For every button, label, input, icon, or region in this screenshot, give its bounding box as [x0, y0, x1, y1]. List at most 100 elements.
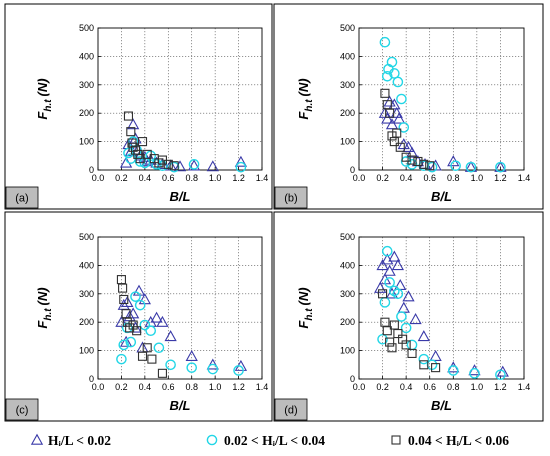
marker-triangle — [156, 315, 169, 327]
y-tick-label: 300 — [79, 80, 94, 90]
panel-label-box — [274, 398, 308, 421]
x-tick-label: 0.4 — [139, 382, 152, 392]
marker-square — [395, 142, 405, 152]
marker-triangle — [417, 330, 430, 342]
x-tick-label: 1.4 — [256, 173, 269, 183]
marker-triangle — [402, 140, 415, 152]
x-tick-label: 0.0 — [353, 382, 366, 392]
marker-circle — [381, 245, 393, 257]
y-tick-label: 200 — [340, 108, 355, 118]
marker-circle — [168, 161, 180, 173]
marker-square — [392, 128, 402, 138]
marker-circle — [377, 333, 388, 345]
marker-circle — [396, 93, 407, 105]
x-tick-label: 1.4 — [256, 382, 269, 392]
marker-triangle — [385, 118, 399, 130]
y-tick-label: 0 — [89, 165, 94, 175]
series-circ — [377, 245, 506, 381]
y-tick-label: 100 — [340, 346, 355, 356]
chart-panel-1: 0.0 0.2 0.4 0.6 0.8 1.0 1.2 1.4 0 100 200 300 400 500… — [273, 3, 544, 210]
marker-circle — [145, 325, 157, 337]
panel-label: (b) — [284, 193, 297, 205]
marker-circle — [495, 161, 506, 173]
marker-circle — [406, 159, 418, 170]
marker-square — [419, 360, 429, 370]
x-tick-label: 1.2 — [494, 382, 507, 392]
x-axis-title: B/L — [170, 189, 191, 204]
series-sq — [116, 275, 167, 378]
panel-frame — [4, 3, 273, 210]
marker-circle — [186, 362, 198, 373]
y-tick-label: 500 — [340, 23, 355, 33]
y-tick-label: 500 — [79, 232, 94, 242]
legend-item-tri: Hᵢ/L < 0.02 — [30, 433, 111, 448]
panel-label: (c) — [16, 405, 29, 417]
y-tick-label: 300 — [340, 80, 355, 90]
marker-circle — [447, 365, 459, 376]
y-tick-label: 0 — [350, 374, 355, 384]
marker-circle — [233, 365, 244, 376]
marker-square — [401, 340, 411, 350]
marker-circle — [381, 70, 393, 82]
x-tick-label: 1.2 — [232, 173, 245, 183]
x-tick-label: 0.8 — [185, 382, 198, 392]
marker-circle — [406, 339, 418, 351]
panel-frame — [273, 211, 544, 422]
marker-circle — [495, 369, 506, 381]
marker-square — [142, 343, 152, 353]
marker-triangle — [121, 295, 134, 308]
marker-circle — [153, 342, 165, 354]
marker-triangle — [164, 330, 177, 342]
marker-square — [126, 127, 136, 137]
x-tick-label: 1.2 — [494, 173, 507, 183]
marker-square — [119, 294, 129, 305]
panel-frame — [273, 3, 544, 210]
x-tick-label: 0.2 — [115, 173, 128, 183]
y-axis-title: Fh.t(N) — [296, 78, 315, 119]
legend-label: 0.04 < Hᵢ/L < 0.06 — [408, 433, 509, 448]
x-tick-label: 0.6 — [423, 173, 436, 183]
marker-triangle — [150, 311, 163, 323]
y-tick-label: 400 — [79, 51, 94, 61]
marker-circle — [392, 288, 404, 300]
marker-triangle — [187, 159, 201, 171]
x-tick-label: 1.4 — [518, 173, 531, 183]
marker-circle — [418, 353, 430, 365]
marker-square — [419, 159, 429, 169]
marker-triangle — [405, 146, 419, 158]
y-tick-label: 100 — [79, 346, 94, 356]
panel-label-box — [5, 186, 39, 209]
marker-triangle — [138, 293, 151, 305]
marker-square — [137, 351, 148, 361]
marker-circle — [400, 322, 412, 334]
marker-circle — [130, 291, 141, 302]
y-tick-label: 500 — [340, 232, 355, 242]
legend-label: 0.02 < Hᵢ/L < 0.04 — [224, 433, 325, 448]
marker-circle — [121, 322, 133, 334]
marker-triangle — [383, 264, 396, 276]
plot-area — [97, 236, 263, 380]
x-axis-title: B/L — [431, 398, 452, 413]
marker-square — [407, 348, 417, 358]
chart-panel-3: 0.0 0.2 0.4 0.6 0.8 1.0 1.2 1.4 0 100 200 300 400 500… — [273, 211, 544, 422]
marker-triangle — [30, 433, 44, 445]
marker-square — [147, 354, 157, 364]
panel-label-box — [274, 186, 308, 209]
marker-square — [382, 326, 392, 336]
marker-square — [132, 326, 142, 336]
y-tick-label: 400 — [340, 51, 355, 61]
plot-area — [358, 236, 525, 380]
marker-square — [123, 111, 134, 121]
marker-circle — [118, 339, 130, 351]
marker-triangle — [119, 335, 133, 347]
marker-square — [128, 142, 138, 152]
marker-circle — [207, 363, 219, 375]
marker-triangle — [397, 301, 410, 313]
x-tick-label: 1.0 — [209, 382, 222, 392]
x-axis-title: B/L — [170, 398, 191, 413]
marker-square — [157, 368, 167, 378]
marker-triangle — [402, 290, 415, 302]
x-tick-label: 0.4 — [400, 173, 413, 183]
legend-item-sq: 0.04 < Hᵢ/L < 0.06 — [391, 433, 509, 448]
marker-triangle — [496, 365, 509, 377]
